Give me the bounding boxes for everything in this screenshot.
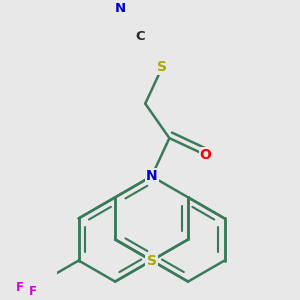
Text: F: F <box>30 287 38 300</box>
Text: O: O <box>200 148 212 162</box>
Text: F: F <box>16 280 24 294</box>
Text: F: F <box>29 285 37 298</box>
Text: C: C <box>136 30 145 43</box>
Text: N: N <box>146 169 158 183</box>
Text: N: N <box>115 2 126 15</box>
Text: S: S <box>157 60 167 74</box>
Text: S: S <box>147 254 157 268</box>
